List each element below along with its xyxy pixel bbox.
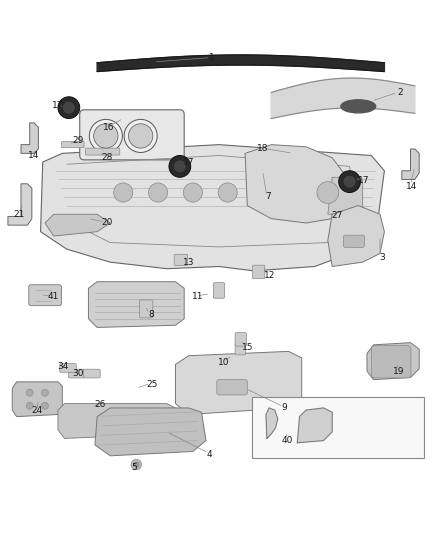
Polygon shape (8, 184, 32, 225)
FancyBboxPatch shape (68, 369, 85, 378)
Text: 26: 26 (95, 400, 106, 409)
Circle shape (42, 402, 48, 409)
Text: 2: 2 (398, 88, 403, 97)
Circle shape (94, 124, 118, 148)
Polygon shape (176, 351, 302, 415)
Circle shape (128, 124, 153, 148)
FancyBboxPatch shape (235, 333, 247, 346)
Text: 21: 21 (13, 210, 25, 219)
Polygon shape (12, 382, 62, 417)
Text: 18: 18 (257, 144, 268, 154)
Polygon shape (58, 403, 176, 439)
Polygon shape (367, 343, 419, 379)
Text: 34: 34 (57, 362, 69, 371)
Circle shape (169, 156, 191, 177)
Text: 8: 8 (148, 310, 155, 319)
Circle shape (62, 101, 75, 114)
Text: 7: 7 (265, 192, 271, 201)
Text: 14: 14 (406, 182, 417, 191)
Text: 13: 13 (183, 257, 194, 266)
Text: 15: 15 (242, 343, 254, 352)
Polygon shape (245, 144, 345, 223)
Text: 40: 40 (282, 436, 293, 445)
Text: 27: 27 (332, 211, 343, 220)
Polygon shape (45, 214, 110, 236)
Text: 16: 16 (103, 123, 115, 132)
FancyBboxPatch shape (174, 254, 187, 265)
FancyBboxPatch shape (60, 364, 76, 372)
Text: 17: 17 (52, 101, 64, 110)
Polygon shape (402, 149, 419, 180)
Text: 24: 24 (32, 407, 42, 416)
Polygon shape (95, 408, 206, 456)
FancyBboxPatch shape (80, 110, 184, 160)
Polygon shape (328, 177, 363, 214)
FancyBboxPatch shape (61, 142, 84, 148)
FancyBboxPatch shape (217, 379, 247, 395)
FancyBboxPatch shape (84, 369, 100, 378)
Polygon shape (41, 144, 385, 271)
Text: 29: 29 (73, 136, 84, 145)
FancyBboxPatch shape (371, 346, 411, 378)
Text: 19: 19 (392, 367, 404, 376)
Polygon shape (266, 408, 278, 439)
Text: 28: 28 (101, 153, 113, 162)
Polygon shape (271, 78, 415, 118)
Circle shape (134, 462, 139, 467)
FancyBboxPatch shape (29, 285, 61, 305)
Circle shape (58, 97, 80, 118)
Circle shape (339, 171, 360, 192)
Text: 3: 3 (379, 253, 385, 262)
Circle shape (124, 119, 157, 152)
Circle shape (218, 183, 237, 202)
Text: 9: 9 (281, 403, 287, 413)
Text: 1: 1 (209, 53, 215, 62)
Circle shape (42, 389, 48, 396)
Text: 14: 14 (28, 151, 39, 160)
Text: 17: 17 (358, 176, 369, 185)
FancyBboxPatch shape (213, 282, 225, 298)
Circle shape (89, 119, 122, 152)
Circle shape (317, 182, 339, 204)
Bar (252, 397, 424, 458)
Circle shape (26, 389, 33, 396)
Circle shape (343, 175, 356, 188)
Text: 12: 12 (264, 271, 276, 280)
Ellipse shape (341, 100, 376, 113)
Text: 25: 25 (147, 379, 158, 389)
Polygon shape (97, 55, 385, 71)
FancyBboxPatch shape (235, 343, 246, 355)
Circle shape (26, 402, 33, 409)
Text: 11: 11 (191, 293, 203, 302)
Polygon shape (328, 206, 385, 266)
Circle shape (148, 183, 168, 202)
Polygon shape (21, 123, 39, 154)
Circle shape (184, 183, 202, 202)
Text: 20: 20 (101, 219, 113, 228)
Text: 41: 41 (48, 293, 59, 302)
FancyBboxPatch shape (139, 300, 153, 318)
FancyBboxPatch shape (343, 235, 364, 247)
Text: 4: 4 (207, 450, 212, 459)
Text: 5: 5 (131, 463, 137, 472)
Circle shape (114, 183, 133, 202)
Text: 17: 17 (183, 158, 194, 166)
FancyBboxPatch shape (85, 148, 120, 155)
Polygon shape (297, 408, 332, 443)
Circle shape (131, 459, 141, 470)
Circle shape (173, 160, 186, 173)
Polygon shape (88, 282, 184, 327)
Text: 30: 30 (73, 369, 84, 378)
FancyBboxPatch shape (253, 265, 265, 279)
Text: 10: 10 (218, 358, 229, 367)
